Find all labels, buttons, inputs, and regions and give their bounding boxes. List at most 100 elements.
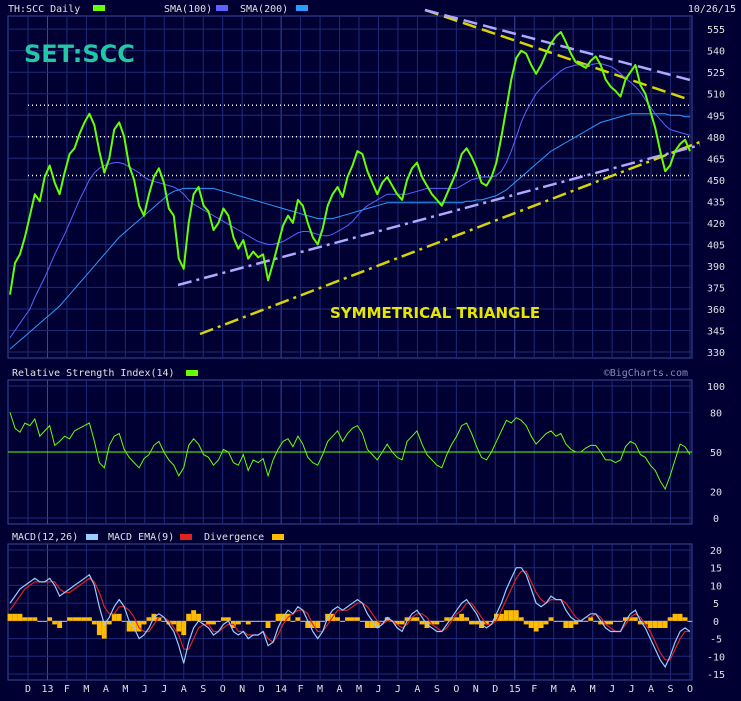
macd-grid <box>8 544 692 680</box>
divergence-bar <box>409 617 415 621</box>
divergence-bar <box>419 620 425 625</box>
y-tick-label: 375 <box>707 283 725 294</box>
divergence-bar <box>350 617 355 621</box>
divergence-bar <box>494 613 499 621</box>
sma100-legend-swatch <box>216 5 228 11</box>
divergence-legend-swatch <box>272 534 284 540</box>
x-tick-label: D <box>259 684 265 695</box>
divergence-bar <box>57 620 63 628</box>
y-tick-label: -15 <box>707 670 725 681</box>
x-tick-label: J <box>375 684 381 695</box>
divergence-bar <box>206 620 211 625</box>
divergence-bar <box>101 620 107 639</box>
y-tick-label: 100 <box>707 382 725 393</box>
divergence-bar <box>166 620 172 625</box>
divergence-bar <box>662 620 668 628</box>
divergence-bar <box>156 617 162 621</box>
rsi-label: Relative Strength Index(14) <box>12 368 175 379</box>
divergence-bar <box>583 620 589 622</box>
divergence-bar <box>598 620 604 625</box>
y-tick-label: 390 <box>707 262 725 273</box>
divergence-bar <box>12 613 18 621</box>
divergence-bar <box>533 620 539 632</box>
divergence-bar <box>171 620 177 625</box>
macd-ema-line <box>9 570 690 661</box>
divergence-bar <box>484 620 489 625</box>
divergence-bar <box>434 620 440 625</box>
divergence-bar <box>364 620 370 628</box>
divergence-bar <box>121 620 127 622</box>
y-tick-label: 0 <box>713 617 719 628</box>
x-tick-label: J <box>142 684 148 695</box>
x-tick-label: F <box>531 684 537 695</box>
divergence-bar <box>543 620 549 625</box>
symbol-label: TH:SCC Daily <box>8 4 80 15</box>
y-tick-label: 450 <box>707 176 725 187</box>
pattern-annotation: SYMMETRICAL TRIANGLE <box>330 304 540 322</box>
x-tick-label: A <box>414 684 420 695</box>
y-tick-label: 465 <box>707 154 725 165</box>
divergence-bar <box>255 620 261 622</box>
x-tick-label: N <box>239 684 245 695</box>
x-tick-label: M <box>317 684 323 695</box>
divergence-bar <box>469 620 474 625</box>
divergence-bar <box>672 613 678 621</box>
divergence-bar <box>508 610 514 621</box>
y-tick-label: 80 <box>710 408 722 419</box>
divergence-bar <box>225 617 231 621</box>
divergence-bar <box>96 620 102 636</box>
divergence-bar <box>270 620 276 622</box>
macd-panel: MACD(12,26) MACD EMA(9) Divergence -15-1… <box>7 532 725 681</box>
divergence-bar <box>320 620 326 622</box>
divergence-bar <box>240 620 246 622</box>
y-tick-label: 20 <box>710 546 722 557</box>
y-tick-label: 405 <box>707 240 725 251</box>
divergence-bar <box>359 620 365 622</box>
lower-support-line-yellow <box>199 140 701 336</box>
x-tick-label: J <box>161 684 167 695</box>
divergence-bar <box>91 620 97 625</box>
divergence-bar <box>62 620 67 622</box>
divergence-bar <box>459 613 465 621</box>
price-panel: 330 345 360 375 390 405 420 435 450 465 480 495 510 5… <box>7 8 725 359</box>
divergence-bar <box>126 620 132 632</box>
y-tick-label: 435 <box>707 197 725 208</box>
divergence-bar <box>111 613 117 621</box>
y-tick-label: -10 <box>707 652 725 663</box>
x-tick-label: S <box>434 684 440 695</box>
y-tick-label: 15 <box>710 564 722 575</box>
divergence-bar <box>394 620 400 625</box>
x-tick-label: M <box>551 684 557 695</box>
divergence-bar <box>608 620 613 625</box>
divergence-bar <box>618 620 623 622</box>
y-tick-label: 480 <box>707 133 725 144</box>
x-tick-label: J <box>395 684 401 695</box>
divergence-bar <box>513 610 519 621</box>
divergence-bar <box>454 617 460 621</box>
y-tick-label: 525 <box>707 68 725 79</box>
divergence-bar <box>603 620 609 625</box>
divergence-bar <box>369 620 375 628</box>
rsi-y-axis: 0 20 50 80 100 <box>707 382 725 525</box>
macd-legend-swatch <box>86 534 98 540</box>
x-tick-label: F <box>298 684 304 695</box>
divergence-bar <box>186 613 192 621</box>
divergence-bar <box>216 620 221 622</box>
divergence-bar <box>523 620 529 625</box>
y-tick-label: 50 <box>710 448 722 459</box>
divergence-bar <box>429 620 435 625</box>
price-panel-frame <box>7 15 693 359</box>
divergence-bar <box>657 620 663 628</box>
y-tick-label: 420 <box>707 219 725 230</box>
price-y-axis: 330 345 360 375 390 405 420 435 450 465 480 495 510 5… <box>707 25 725 359</box>
divergence-bar <box>52 620 58 625</box>
x-tick-label: 15 <box>509 684 521 695</box>
divergence-bar <box>628 617 633 621</box>
divergence-bar <box>687 620 693 622</box>
x-axis: D 13 F M A M J J A S O N D 14 F M A M J J A S O N D 15 F M A M J J A S O <box>25 684 693 695</box>
divergence-bar <box>245 620 251 625</box>
divergence-bar <box>404 617 410 621</box>
y-tick-label: 555 <box>707 25 725 36</box>
